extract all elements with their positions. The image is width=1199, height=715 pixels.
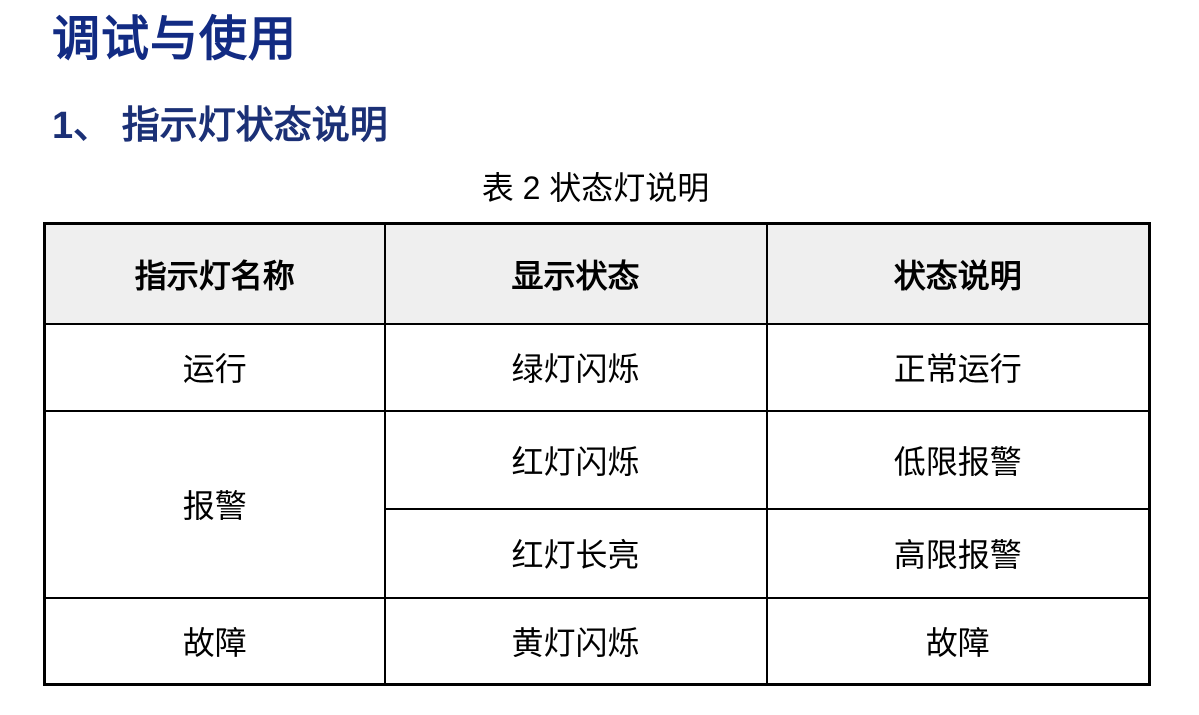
cell-display-state: 红灯长亮 xyxy=(383,507,768,599)
cell-display-state: 绿灯闪烁 xyxy=(383,322,768,412)
cell-indicator-run: 运行 xyxy=(43,322,386,412)
cell-display-state: 红灯闪烁 xyxy=(383,409,768,510)
section-heading: 1、 指示灯状态说明 xyxy=(52,105,388,147)
table-row: 红灯长亮 高限报警 xyxy=(45,507,1151,599)
cell-indicator-fault: 故障 xyxy=(43,596,386,686)
header-state-description: 状态说明 xyxy=(765,222,1151,325)
cell-state-description: 低限报警 xyxy=(765,409,1151,510)
status-light-table: 指示灯名称 显示状态 状态说明 运行 绿灯闪烁 正常运行 报警 红灯闪烁 低限报… xyxy=(43,222,1151,686)
table-caption: 表 2 状态灯说明 xyxy=(481,170,710,206)
cell-display-state: 黄灯闪烁 xyxy=(383,596,768,686)
page-title: 调试与使用 xyxy=(52,13,298,66)
table-row: 故障 黄灯闪烁 故障 xyxy=(43,596,1151,686)
header-indicator-name: 指示灯名称 xyxy=(43,222,386,325)
table-row: 运行 绿灯闪烁 正常运行 xyxy=(43,322,1151,412)
cell-state-description: 故障 xyxy=(765,596,1151,686)
table-header-row: 指示灯名称 显示状态 状态说明 xyxy=(43,222,1151,325)
table-row: 报警 红灯闪烁 低限报警 xyxy=(43,409,1151,599)
cell-indicator-alarm: 报警 xyxy=(43,409,386,599)
cell-state-description: 高限报警 xyxy=(765,507,1151,599)
header-display-state: 显示状态 xyxy=(383,222,768,325)
cell-state-description: 正常运行 xyxy=(765,322,1151,412)
